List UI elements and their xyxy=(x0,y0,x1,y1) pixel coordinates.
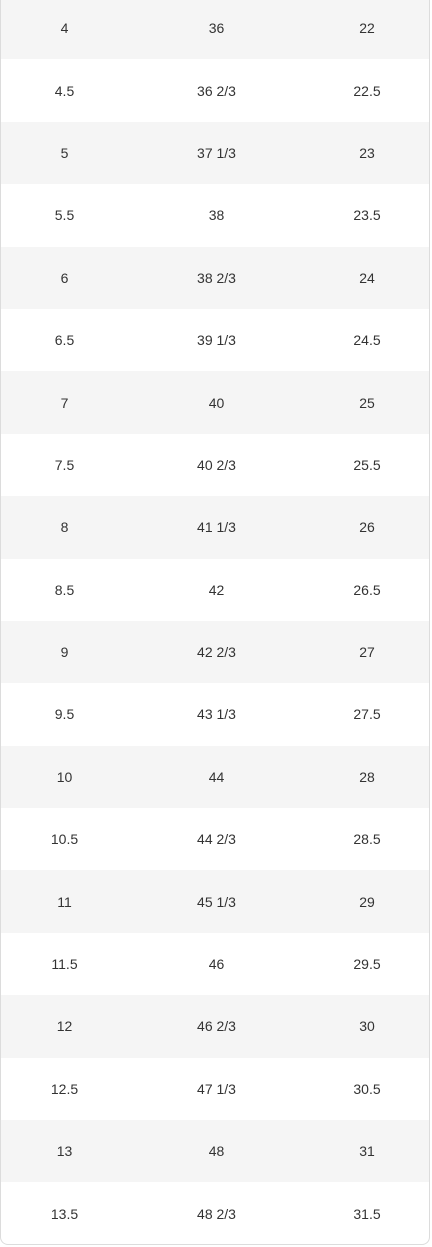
table-row: 13.5 48 2/3 31.5 xyxy=(1,1182,429,1244)
table-cell: 13.5 xyxy=(50,1205,79,1222)
table-cell: 26 xyxy=(359,519,375,536)
table-cell: 40 xyxy=(208,394,225,411)
table-cell: 31.5 xyxy=(353,1205,381,1222)
table-cell: 42 2/3 xyxy=(197,644,236,661)
table-cell: 36 2/3 xyxy=(197,82,236,99)
table-cell: 29 xyxy=(359,893,375,910)
table-cell: 30.5 xyxy=(353,1080,381,1097)
table-cell: 46 xyxy=(208,956,225,973)
table-row: 7.5 40 2/3 25.5 xyxy=(1,434,429,496)
table-cell: 27 xyxy=(359,644,375,661)
table-cell: 9 xyxy=(60,644,69,661)
table-cell: 24.5 xyxy=(353,332,381,349)
table-cell: 48 xyxy=(208,1143,225,1160)
table-cell: 41 1/3 xyxy=(197,519,236,536)
table-row: 4.5 36 2/3 22.5 xyxy=(1,59,429,121)
table-cell: 12 xyxy=(56,1018,73,1035)
table-cell: 7 xyxy=(60,394,69,411)
table-cell: 25.5 xyxy=(353,456,381,473)
table-cell: 10.5 xyxy=(50,831,79,848)
table-cell: 25 xyxy=(359,394,375,411)
table-cell: 46 2/3 xyxy=(197,1018,236,1035)
table-cell: 36 xyxy=(208,20,225,37)
table-cell: 29.5 xyxy=(353,956,381,973)
table-cell: 22 xyxy=(359,20,375,37)
table-row: 12 46 2/3 30 xyxy=(1,995,429,1058)
table-row: 7 40 25 xyxy=(1,371,429,434)
table-cell: 5.5 xyxy=(54,207,75,224)
table-cell: 9.5 xyxy=(54,706,75,723)
table-cell: 8.5 xyxy=(54,581,75,598)
table-cell: 12.5 xyxy=(50,1080,79,1097)
table-cell: 26.5 xyxy=(353,581,381,598)
table-row: 11 45 1/3 29 xyxy=(1,870,429,933)
table-cell: 6.5 xyxy=(54,332,75,349)
table-cell: 5 xyxy=(60,144,69,161)
table-row: 10.5 44 2/3 28.5 xyxy=(1,808,429,870)
table-cell: 44 2/3 xyxy=(197,831,236,848)
table-cell: 13 xyxy=(56,1143,73,1160)
table-cell: 6 xyxy=(60,269,69,286)
table-cell: 27.5 xyxy=(353,706,381,723)
table-row: 6 38 2/3 24 xyxy=(1,246,429,309)
table-cell: 43 1/3 xyxy=(197,706,236,723)
table-row: 11.5 46 29.5 xyxy=(1,933,429,995)
table-cell: 23 xyxy=(359,144,375,161)
table-row: 13 48 31 xyxy=(1,1120,429,1183)
table-row: 4 36 22 xyxy=(1,0,429,60)
table-row: 5.5 38 23.5 xyxy=(1,184,429,246)
table-cell: 28 xyxy=(359,768,375,785)
table-cell: 4.5 xyxy=(54,82,75,99)
table-cell: 10 xyxy=(56,768,73,785)
table-cell: 23.5 xyxy=(353,207,381,224)
table-cell: 28.5 xyxy=(353,831,381,848)
table-cell: 31 xyxy=(359,1143,375,1160)
table-row: 8.5 42 26.5 xyxy=(1,559,429,621)
table-cell: 11.5 xyxy=(51,956,78,973)
table-cell: 7.5 xyxy=(54,456,75,473)
table-cell: 30 xyxy=(359,1018,375,1035)
table-row: 9 42 2/3 27 xyxy=(1,620,429,684)
table-cell: 38 2/3 xyxy=(197,269,236,286)
table-cell: 40 2/3 xyxy=(197,456,236,473)
table-cell: 44 xyxy=(208,768,225,785)
table-cell: 42 xyxy=(208,581,225,598)
table-cell: 37 1/3 xyxy=(197,144,236,161)
table-cell: 47 1/3 xyxy=(197,1080,236,1097)
table-cell: 22.5 xyxy=(353,82,381,99)
table-cell: 39 1/3 xyxy=(197,332,236,349)
table-row: 9.5 43 1/3 27.5 xyxy=(1,683,429,745)
table-cell: 45 1/3 xyxy=(197,893,236,910)
table-row: 12.5 47 1/3 30.5 xyxy=(1,1058,429,1120)
table-cell: 38 xyxy=(208,207,225,224)
table-cell: 8 xyxy=(60,519,69,536)
table-cell: 4 xyxy=(60,20,69,37)
table-cell: 11 xyxy=(57,893,72,910)
table-cell: 48 2/3 xyxy=(197,1205,236,1222)
table-row: 10 44 28 xyxy=(1,745,429,809)
table-row: 8 41 1/3 26 xyxy=(1,496,429,559)
table-row: 5 37 1/3 23 xyxy=(1,121,429,185)
table-row: 6.5 39 1/3 24.5 xyxy=(1,309,429,371)
table-cell: 24 xyxy=(359,269,375,286)
